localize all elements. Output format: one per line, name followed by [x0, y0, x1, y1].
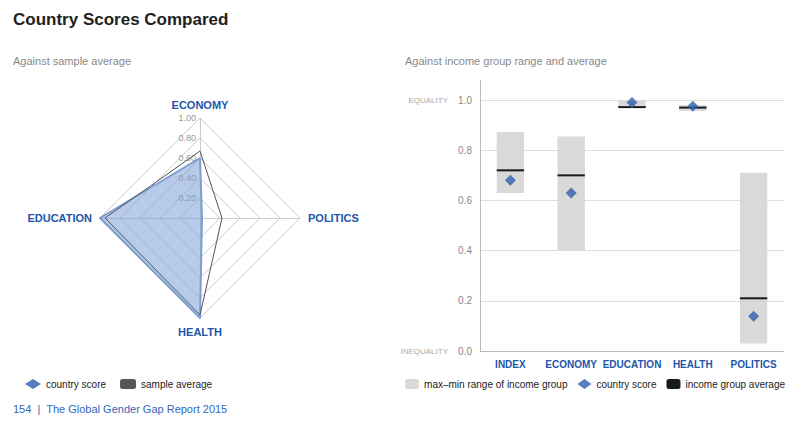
svg-text:EQUALITY: EQUALITY [408, 96, 448, 105]
svg-text:0.8: 0.8 [458, 145, 472, 156]
svg-text:154 | The Global Gender Gap: 154 | The Global Gender Gap Report 2015 [13, 403, 227, 415]
svg-text:0.80: 0.80 [178, 133, 196, 143]
svg-text:INEQUALITY: INEQUALITY [400, 347, 448, 356]
svg-text:Against sample average: Against sample average [13, 55, 131, 67]
svg-text:0.6: 0.6 [458, 195, 472, 206]
svg-text:country score: country score [46, 379, 106, 390]
svg-text:ECONOMY: ECONOMY [172, 99, 230, 111]
svg-text:0.4: 0.4 [458, 245, 472, 256]
svg-text:EDUCATION: EDUCATION [27, 212, 92, 224]
svg-text:POLITICS: POLITICS [308, 212, 359, 224]
svg-text:Against income group range and: Against income group range and average [405, 55, 607, 67]
svg-text:1.00: 1.00 [178, 113, 196, 123]
svg-text:income group average: income group average [685, 379, 785, 390]
svg-text:ECONOMY: ECONOMY [545, 359, 597, 370]
svg-text:Country Scores Compared: Country Scores Compared [13, 10, 228, 29]
svg-text:HEALTH: HEALTH [178, 326, 222, 338]
svg-text:sample average: sample average [141, 379, 213, 390]
svg-text:HEALTH: HEALTH [673, 359, 713, 370]
svg-text:0.0: 0.0 [458, 346, 472, 357]
svg-text:0.60: 0.60 [178, 153, 196, 163]
svg-text:max–min range of income group: max–min range of income group [424, 379, 568, 390]
svg-text:EDUCATION: EDUCATION [603, 359, 662, 370]
svg-text:POLITICS: POLITICS [731, 359, 777, 370]
svg-text:0.2: 0.2 [458, 295, 472, 306]
svg-text:country score: country score [596, 379, 656, 390]
svg-text:1.0: 1.0 [458, 95, 472, 106]
svg-text:INDEX: INDEX [495, 359, 526, 370]
